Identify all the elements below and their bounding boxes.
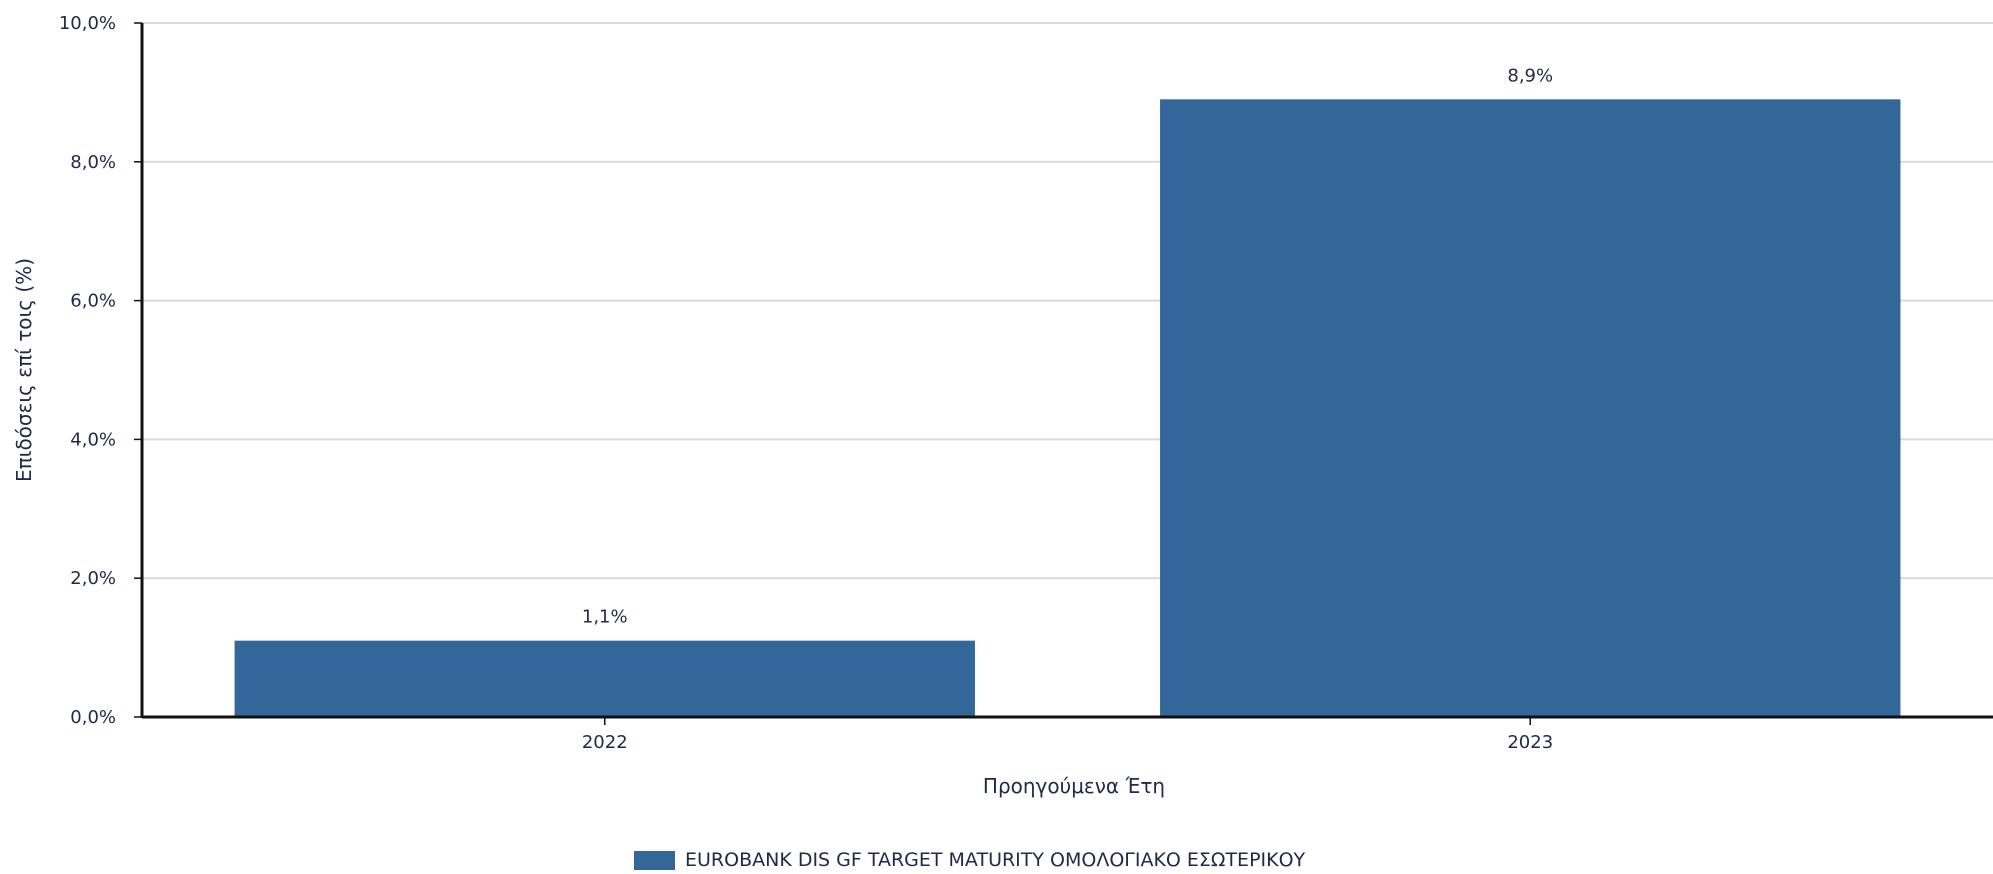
legend-label: EUROBANK DIS GF TARGET MATURITY ΟΜΟΛΟΓΙΑ… [685,849,1306,870]
y-tick-label: 8,0% [70,152,116,173]
y-tick-label: 4,0% [70,429,116,450]
y-tick-label: 10,0% [59,13,116,34]
data-label: 8,9% [1507,65,1553,86]
legend-swatch [634,851,675,870]
x-tick-label: 2022 [582,732,628,753]
labels-layer: 0,0% 2,0% 4,0% 6,0% 8,0% 10,0% 1,1% 2022 8,9% 202… [59,13,1553,753]
bars-layer [234,99,1901,718]
data-label: 1,1% [582,607,628,628]
y-axis-title: Επιδόσεις επί τοις (%) [12,258,36,482]
legend: EUROBANK DIS GF TARGET MATURITY ΟΜΟΛΟΓΙΑ… [634,849,1306,871]
x-axis-title: Προηγούμενα Έτη [983,774,1165,798]
y-tick-label: 0,0% [70,707,116,728]
x-tick-label: 2023 [1507,732,1553,753]
y-tick-label: 6,0% [70,291,116,312]
y-tick-label: 2,0% [70,568,116,589]
axes-layer [134,22,1993,725]
bar-2023 [1160,99,1901,718]
bar-2022 [234,640,975,717]
